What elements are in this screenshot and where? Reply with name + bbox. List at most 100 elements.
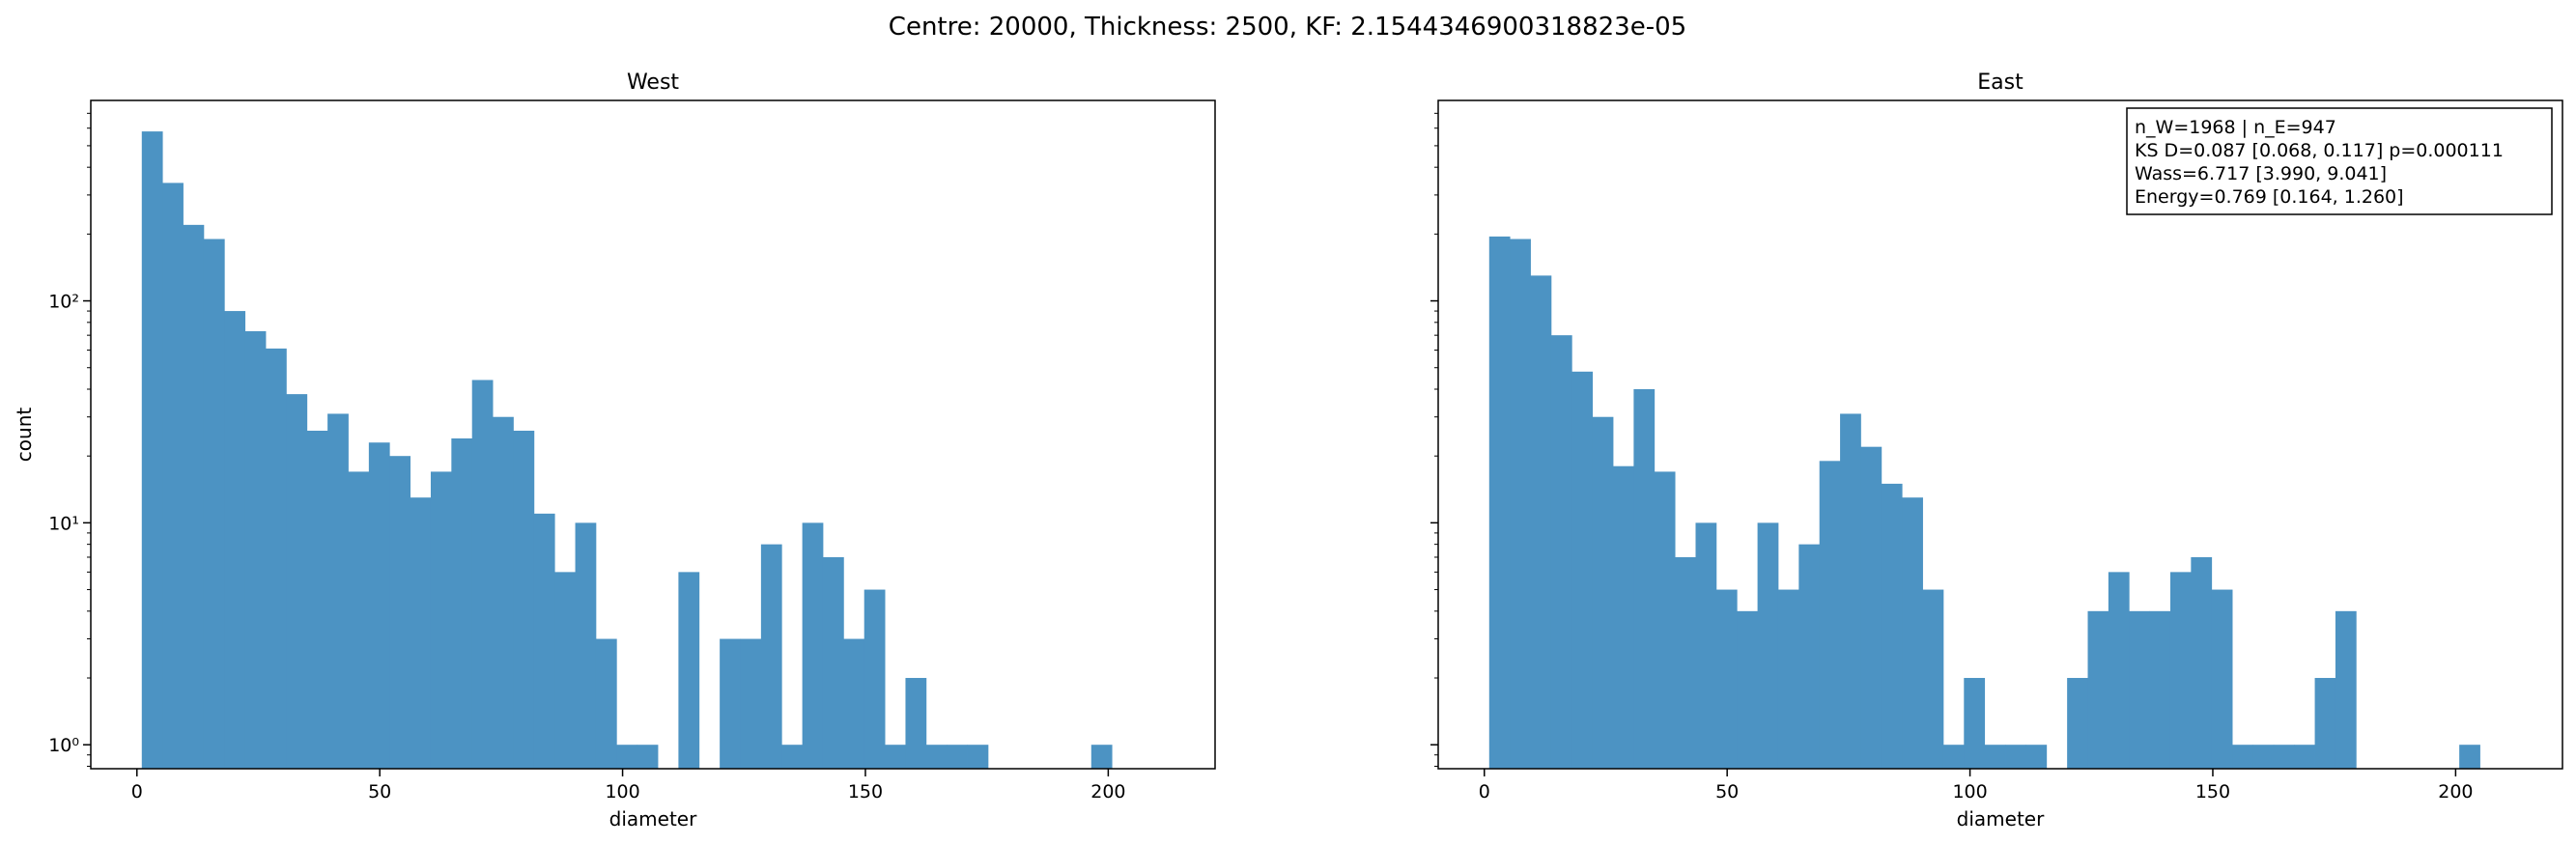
east-bar	[1777, 589, 1799, 769]
east-bar	[1675, 556, 1696, 769]
east-bar	[2191, 556, 2213, 769]
east-bar	[2459, 745, 2480, 769]
east-x-tick-label: 50	[1715, 781, 1739, 803]
east-x-tick-label: 0	[1479, 781, 1490, 803]
west-bar	[760, 544, 782, 769]
west-bar	[348, 471, 370, 769]
west-x-tick-label: 100	[605, 781, 639, 803]
east-x-tick-label: 200	[2438, 781, 2473, 803]
west-xlabel: diameter	[609, 807, 697, 831]
west-bar	[616, 745, 638, 769]
west-bar	[410, 497, 432, 769]
west-y-tick-label: 10²	[48, 292, 79, 313]
east-bar	[1550, 335, 1572, 769]
east-bar	[1964, 678, 1986, 769]
east-bar	[1819, 461, 1841, 769]
east-bar	[1530, 275, 1552, 769]
east-bar	[1902, 497, 1923, 769]
west-bar	[720, 638, 741, 769]
stats-line-wass: Wass=6.717 [3.990, 9.041]	[2135, 163, 2387, 184]
east-title: East	[1977, 70, 2024, 95]
west-x-tick-label: 0	[131, 781, 143, 803]
east-axes-frame	[1437, 99, 2563, 770]
east-bar	[1922, 589, 1944, 769]
west-x-tick-label: 50	[368, 781, 391, 803]
west-bar	[471, 380, 494, 769]
west-ylabel: count	[13, 408, 36, 463]
east-bar	[1798, 544, 1821, 769]
west-bar	[575, 522, 597, 769]
west-bar	[266, 348, 287, 769]
east-bar	[1592, 416, 1614, 769]
east-panel: East 0 50 100 150 200 diameter n_W=1968 | n_…	[1430, 70, 2563, 831]
east-bar	[2273, 745, 2295, 769]
west-bar	[637, 745, 659, 769]
east-bar	[1984, 745, 2006, 769]
west-bar	[513, 431, 535, 769]
west-bar	[430, 471, 452, 769]
west-title: West	[627, 70, 679, 95]
east-bar	[1488, 236, 1511, 770]
east-bar	[2005, 745, 2026, 769]
west-bar	[925, 745, 948, 769]
east-bar	[2108, 572, 2130, 769]
figure-suptitle: Centre: 20000, Thickness: 2500, KF: 2.15…	[889, 13, 1686, 42]
west-x-tick-label: 200	[1090, 781, 1125, 803]
west-bars	[141, 131, 1113, 770]
east-bar	[1571, 371, 1594, 769]
east-bar	[2025, 745, 2048, 769]
east-y-ticks	[1430, 299, 1438, 746]
east-bar	[1715, 589, 1738, 769]
east-bar	[1840, 413, 1861, 769]
west-bar	[203, 239, 225, 770]
east-bar	[2335, 610, 2357, 769]
west-bar	[843, 638, 865, 769]
west-bar	[885, 745, 906, 769]
stats-line-ks: KS D=0.087 [0.068, 0.117] p=0.000111	[2135, 140, 2504, 161]
west-panel: West 0 50 100 150 200 10⁰ 10¹ 10² diameter cou…	[13, 70, 1216, 831]
east-bar	[1613, 465, 1634, 769]
east-bar	[2149, 610, 2171, 769]
west-y-tick-label: 10⁰	[48, 735, 79, 756]
west-bar	[327, 413, 349, 769]
west-x-ticks: 0 50 100 150 200	[131, 769, 1126, 803]
east-bar	[2314, 678, 2336, 769]
west-bar	[389, 456, 410, 769]
east-bars	[1488, 236, 2480, 770]
west-bar	[554, 572, 576, 769]
west-bar	[595, 638, 617, 769]
east-bar	[2252, 745, 2275, 769]
west-bar	[224, 311, 246, 769]
west-axes-frame	[90, 99, 1216, 770]
east-bar	[2087, 610, 2109, 769]
east-bar	[2232, 745, 2253, 769]
east-bar	[2211, 589, 2233, 769]
west-bar	[183, 224, 205, 770]
west-bar	[740, 638, 762, 769]
east-bar	[1942, 745, 1965, 769]
east-bar	[1737, 610, 1758, 769]
east-bar	[1757, 522, 1779, 769]
stats-line-energy: Energy=0.769 [0.164, 1.260]	[2135, 186, 2404, 208]
west-bar	[802, 522, 824, 769]
west-bar	[781, 745, 804, 769]
west-bar	[863, 589, 886, 769]
east-bar	[2067, 678, 2088, 769]
east-x-tick-label: 150	[2195, 781, 2230, 803]
west-bar	[822, 556, 844, 769]
west-bar	[141, 131, 163, 769]
east-bar	[1860, 446, 1882, 769]
east-bar	[1654, 471, 1676, 769]
west-bar	[368, 442, 390, 769]
east-xlabel: diameter	[1957, 807, 2045, 831]
west-bar	[1090, 745, 1113, 769]
east-bar	[1695, 522, 1717, 769]
west-bar	[967, 745, 989, 769]
east-bar	[1633, 389, 1656, 769]
stats-annotation: n_W=1968 | n_E=947 KS D=0.087 [0.068, 0.…	[2126, 107, 2553, 215]
west-bar	[451, 437, 473, 769]
stats-annotation-box	[2126, 107, 2553, 215]
west-x-tick-label: 150	[848, 781, 883, 803]
east-x-tick-label: 100	[1952, 781, 1987, 803]
